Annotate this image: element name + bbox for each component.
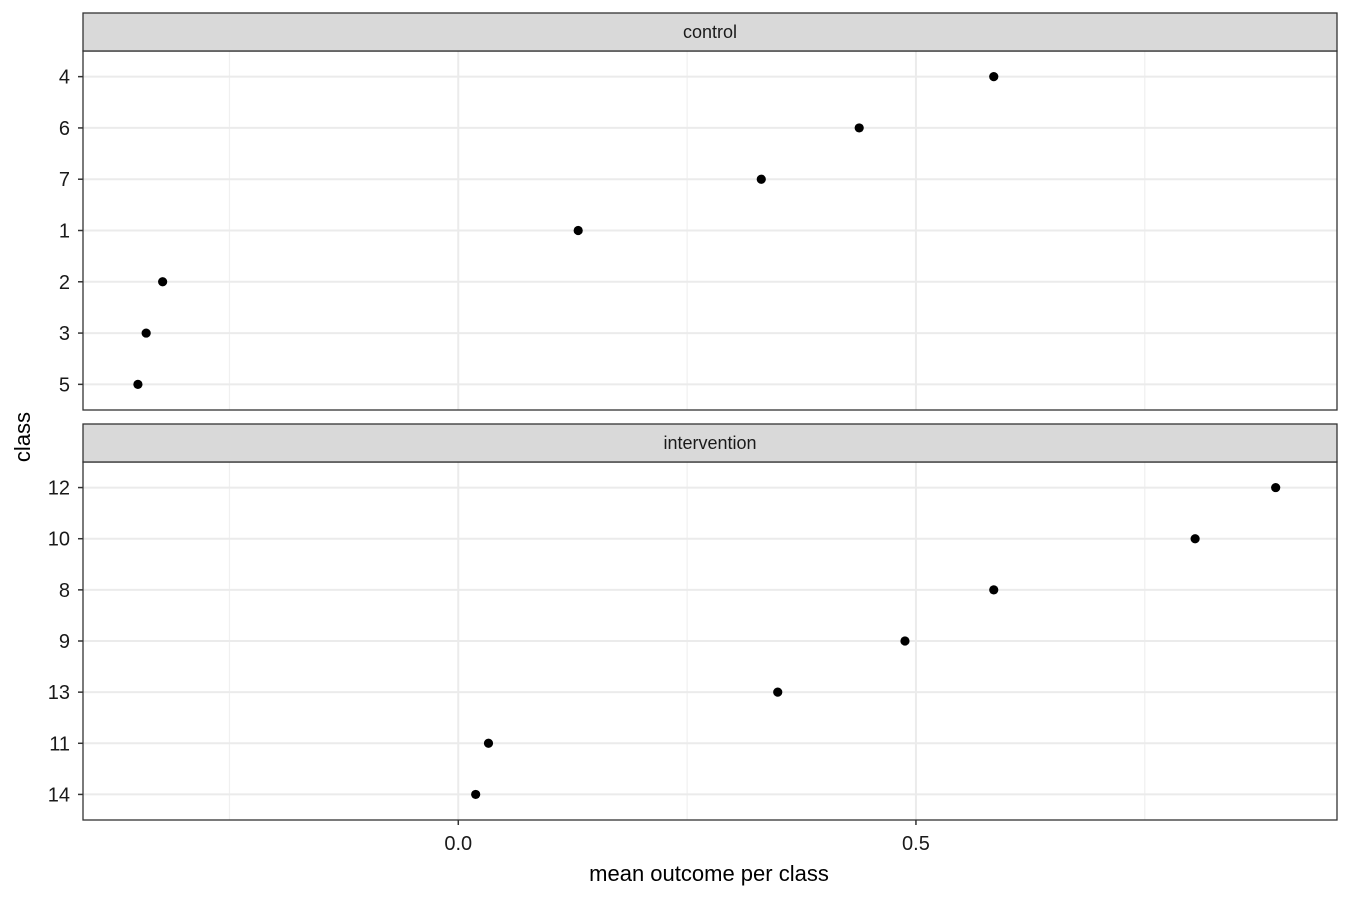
y-tick-label: 12 bbox=[48, 478, 70, 500]
data-point-class-2 bbox=[158, 277, 168, 287]
strip-label: control bbox=[683, 22, 737, 42]
x-tick-label: 0.5 bbox=[902, 833, 930, 855]
data-point-class-7 bbox=[756, 174, 766, 184]
strip-label: intervention bbox=[663, 433, 756, 453]
x-tick-label: 0.0 bbox=[444, 833, 472, 855]
data-point-class-10 bbox=[1190, 534, 1200, 544]
y-tick-label: 5 bbox=[59, 374, 70, 396]
data-point-class-4 bbox=[989, 72, 999, 82]
strip-background bbox=[82, 423, 1338, 463]
data-point-class-12 bbox=[1271, 482, 1281, 493]
panel-control: 4 6 7 1 2 3 5 control bbox=[59, 12, 1338, 411]
data-point-class-3 bbox=[141, 328, 151, 338]
y-tick-label: 3 bbox=[59, 323, 70, 345]
panel-intervention: 12 10 8 9 13 11 14 intervention bbox=[48, 423, 1338, 821]
y-tick-label: 7 bbox=[59, 169, 70, 191]
strip-background bbox=[82, 12, 1338, 52]
data-point-class-14 bbox=[471, 789, 481, 800]
data-point-class-13 bbox=[773, 687, 783, 697]
data-point-class-1 bbox=[573, 225, 583, 236]
y-tick-label: 4 bbox=[59, 67, 70, 89]
x-axis-title: mean outcome per class bbox=[589, 861, 829, 886]
y-tick-label: 14 bbox=[48, 784, 70, 806]
y-axis-title: class bbox=[10, 412, 35, 462]
y-tick-label: 6 bbox=[59, 118, 70, 140]
data-point-class-6 bbox=[854, 123, 864, 133]
y-tick-label: 2 bbox=[59, 272, 70, 294]
y-tick-label: 9 bbox=[59, 631, 70, 653]
y-tick-label: 13 bbox=[48, 682, 70, 704]
y-tick-label: 8 bbox=[59, 580, 70, 602]
data-point-class-5 bbox=[133, 379, 143, 389]
y-tick-label: 11 bbox=[49, 733, 70, 755]
data-point-class-8 bbox=[989, 585, 999, 595]
data-point-class-11 bbox=[483, 738, 494, 748]
y-tick-label: 1 bbox=[59, 221, 70, 243]
y-tick-label: 10 bbox=[48, 529, 70, 551]
data-point-class-9 bbox=[900, 636, 910, 646]
x-axis: 0.0 0.5 bbox=[444, 820, 930, 855]
